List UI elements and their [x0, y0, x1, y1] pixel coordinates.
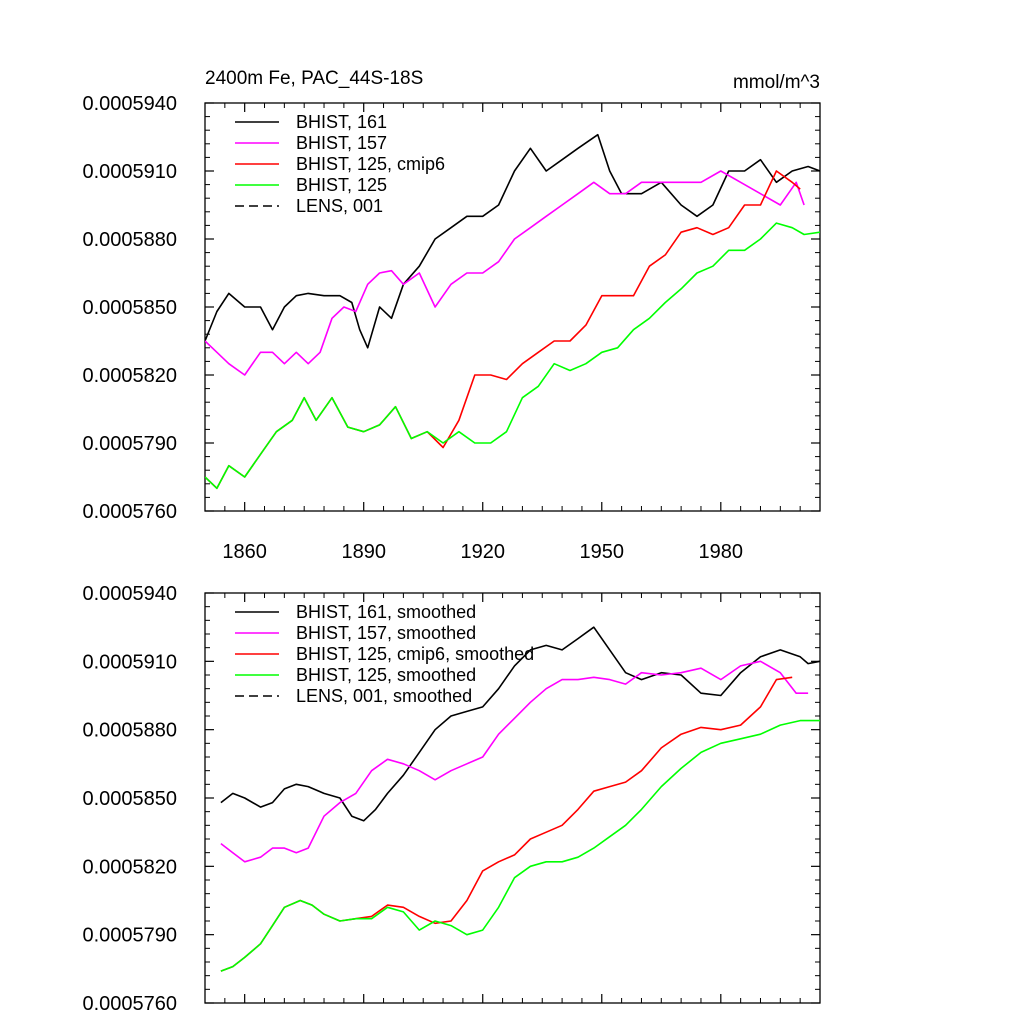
y-tick-label: 0.0005910 [82, 161, 177, 183]
legend-label: BHIST, 157 [296, 133, 387, 153]
top-panel: 0.0005760 0.0005790 0.0005820 0.0005850 0.00… [82, 68, 821, 563]
series-line-1 [205, 170, 805, 376]
legend-label: LENS, 001 [296, 196, 383, 216]
legend-label: BHIST, 157, smoothed [296, 623, 476, 643]
y-tick-label: 0.0005760 [82, 993, 177, 1015]
x-tick-label: 1920 [460, 541, 505, 563]
y-tick-label: 0.0005940 [82, 93, 177, 115]
y-tick-label: 0.0005880 [82, 229, 177, 251]
y-tick-label: 0.0005790 [82, 433, 177, 455]
units-label: mmol/m^3 [733, 72, 820, 93]
series-line-3 [205, 222, 820, 490]
y-tick-label: 0.0005910 [82, 651, 177, 673]
x-tick-label: 1890 [341, 541, 386, 563]
legend-label: BHIST, 161 [296, 112, 387, 132]
legend-label: BHIST, 125, smoothed [296, 665, 476, 685]
bottom-panel: 0.0005760 0.0005790 0.0005820 0.0005850 0.00… [82, 583, 821, 1015]
legend-label: BHIST, 161, smoothed [296, 602, 476, 622]
legend-label: BHIST, 125, cmip6, smoothed [296, 644, 534, 664]
x-tick-label: 1950 [580, 541, 625, 563]
series-line-2 [220, 676, 793, 972]
y-tick-label: 0.0005940 [82, 583, 177, 605]
series-line-3 [220, 719, 820, 972]
chart-title: 2400m Fe, PAC_44S-18S [205, 68, 423, 89]
y-tick-label: 0.0005820 [82, 856, 177, 878]
y-tick-label: 0.0005760 [82, 501, 177, 523]
legend-label: BHIST, 125 [296, 175, 387, 195]
x-tick-label: 1980 [699, 541, 744, 563]
series-line-1 [220, 660, 809, 863]
y-tick-label: 0.0005820 [82, 365, 177, 387]
legend-label: BHIST, 125, cmip6 [296, 154, 445, 174]
y-tick-label: 0.0005850 [82, 297, 177, 319]
y-tick-label: 0.0005880 [82, 720, 177, 742]
series-line-0 [205, 133, 820, 349]
y-tick-label: 0.0005850 [82, 788, 177, 810]
series-line-0 [220, 626, 820, 822]
legend-label: LENS, 001, smoothed [296, 686, 472, 706]
series-line-2 [205, 170, 801, 490]
y-tick-label: 0.0005790 [82, 925, 177, 947]
x-tick-label: 1860 [222, 541, 267, 563]
